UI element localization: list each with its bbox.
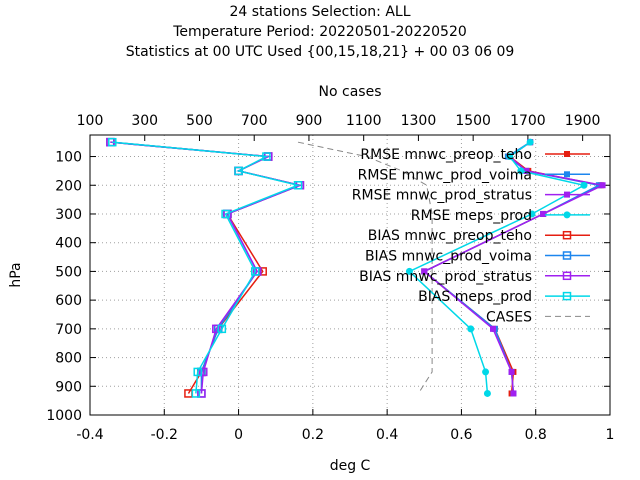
x-tick-label: 1 xyxy=(606,427,615,443)
plot-frame xyxy=(89,134,611,416)
y-tick-label: 100 xyxy=(55,150,82,166)
data-point xyxy=(562,291,572,301)
legend: RMSE mnwc_preop_teho RMSE mnwc_prod_voima… xyxy=(352,147,590,325)
data-point xyxy=(564,171,570,178)
x2-tick-label: 900 xyxy=(296,113,323,129)
data-point xyxy=(564,191,570,198)
legend-label: BIAS mnwc_prod_voima xyxy=(365,249,532,265)
x-tick-label: 0.2 xyxy=(302,427,324,443)
legend-label: BIAS mnwc_prod_stratus xyxy=(359,269,532,285)
data-point xyxy=(562,251,572,260)
x-tick-label: -0.2 xyxy=(151,427,178,443)
chart-title: 24 stations Selection: ALL Temperature P… xyxy=(126,4,515,60)
data-point xyxy=(193,367,202,377)
series-line xyxy=(112,141,301,394)
series-line xyxy=(297,141,433,394)
series-cases xyxy=(297,141,433,394)
x2-tick-label: 700 xyxy=(241,113,268,129)
axis-ticks: -0.4 -0.2 0 0.2 0.4 0.6 0.8 1100 300 500 700 900 110… xyxy=(46,113,614,443)
data-point xyxy=(191,389,201,398)
data-point xyxy=(599,182,606,189)
series-bias-meps-prod xyxy=(108,137,303,398)
y-axis-label: hPa xyxy=(8,262,24,287)
x2-tick-label: 1900 xyxy=(565,113,601,129)
y-tick-label: 400 xyxy=(55,236,82,252)
data-point xyxy=(199,367,208,377)
data-point xyxy=(234,166,243,176)
x-tick-label: 0 xyxy=(234,427,243,443)
grid-lines xyxy=(90,135,610,415)
series-rmse-meps-prod xyxy=(405,138,588,397)
y-tick-label: 700 xyxy=(55,322,82,338)
x2-tick-label: 500 xyxy=(186,113,213,129)
data-point xyxy=(523,167,530,174)
data-point xyxy=(262,152,271,161)
title-line-3: Statistics at 00 UTC Used {00,15,18,21} … xyxy=(126,44,515,60)
x2-tick-label: 1100 xyxy=(346,113,382,129)
data-point xyxy=(467,325,475,333)
x2-axis-label: No cases xyxy=(319,84,382,100)
data-point xyxy=(580,181,588,189)
data-point xyxy=(562,271,572,281)
legend-label: RMSE meps_prod xyxy=(411,208,532,224)
data-point xyxy=(563,211,571,219)
data-point xyxy=(528,210,536,218)
data-point xyxy=(405,267,413,275)
legend-label: RMSE mnwc_preop_teho xyxy=(360,147,532,163)
data-point xyxy=(197,389,206,398)
data-point xyxy=(540,210,547,217)
x2-tick-label: 1300 xyxy=(401,113,437,129)
series-lines xyxy=(106,137,606,398)
x-tick-label: 0.8 xyxy=(525,427,547,443)
series-line xyxy=(110,141,303,394)
legend-label: BIAS mnwc_preop_teho xyxy=(368,228,532,244)
data-point xyxy=(217,324,227,334)
data-point xyxy=(421,268,428,275)
y-tick-label: 600 xyxy=(55,293,82,309)
y-tick-label: 1000 xyxy=(46,408,82,424)
y-tick-label: 200 xyxy=(55,178,82,194)
data-point xyxy=(506,153,514,161)
x-tick-label: 0.4 xyxy=(376,427,398,443)
y-tick-label: 300 xyxy=(55,207,82,223)
data-point xyxy=(108,137,117,147)
x2-tick-label: 300 xyxy=(131,113,158,129)
series-line xyxy=(110,141,303,394)
x-tick-label: -0.4 xyxy=(76,427,103,443)
data-point xyxy=(562,230,572,240)
data-point xyxy=(490,325,496,332)
title-line-2: Temperature Period: 20220501-20220520 xyxy=(172,24,467,40)
data-point xyxy=(482,368,490,376)
y-tick-label: 500 xyxy=(55,264,82,280)
data-point xyxy=(517,167,525,175)
legend-label: RMSE mnwc_prod_voima xyxy=(358,167,532,183)
data-point xyxy=(221,209,230,219)
x-tick-label: 0.6 xyxy=(450,427,472,443)
data-point xyxy=(526,138,534,146)
data-point xyxy=(212,324,221,334)
legend-label: BIAS meps_prod xyxy=(418,289,532,305)
y-tick-label: 900 xyxy=(55,379,82,395)
x2-tick-label: 1700 xyxy=(510,113,546,129)
data-point xyxy=(251,267,260,276)
legend-label: RMSE mnwc_prod_stratus xyxy=(352,188,532,204)
data-point xyxy=(293,181,303,190)
x2-tick-label: 100 xyxy=(77,113,104,129)
data-point xyxy=(510,390,517,397)
x-axis-label: deg C xyxy=(330,458,371,474)
data-point xyxy=(564,151,570,157)
data-point xyxy=(508,368,515,375)
title-line-1: 24 stations Selection: ALL xyxy=(229,4,410,20)
series-line xyxy=(110,141,303,394)
legend-label: CASES xyxy=(486,309,532,325)
x2-tick-label: 1500 xyxy=(455,113,491,129)
y-tick-label: 800 xyxy=(55,351,82,367)
data-point xyxy=(483,389,491,397)
